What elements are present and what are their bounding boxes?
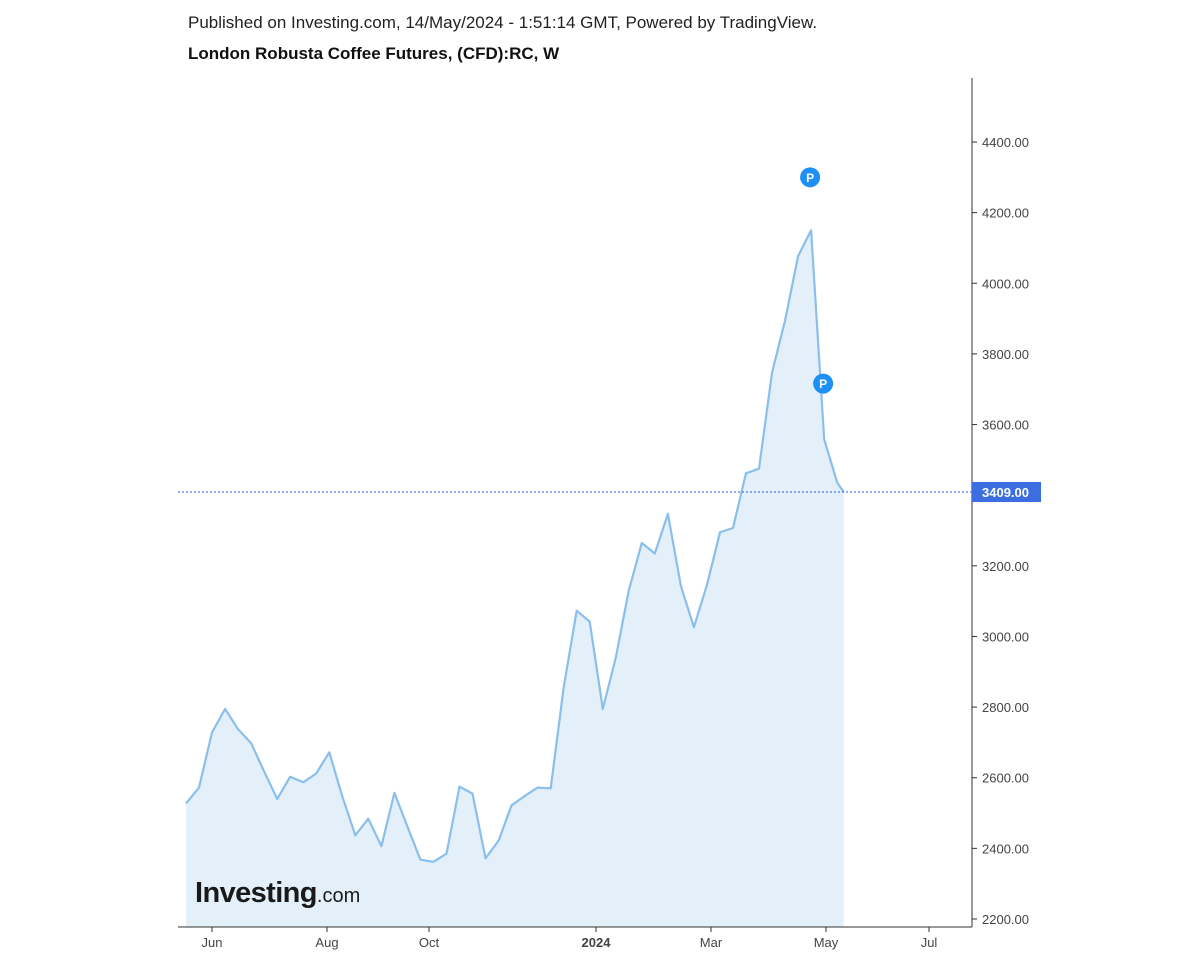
y-tick-label: 3800.00 [982,347,1029,362]
x-tick-label: Oct [419,935,440,950]
price-line-series [185,229,845,863]
x-tick-label: Mar [700,935,723,950]
x-tick-label: Aug [315,935,338,950]
p-marker-circle [813,373,834,394]
y-tick-label: 4000.00 [982,276,1029,291]
y-tick-label: 4200.00 [982,206,1029,221]
p-marker-circle [800,167,821,188]
p-marker-label: P [819,377,827,391]
area-fill [186,230,844,928]
logo-main-text: Investing [195,877,318,909]
x-tick-label: Jun [202,935,223,950]
p-marker-label: P [806,171,814,185]
y-tick-label: 2200.00 [982,912,1029,927]
published-line: Published on Investing.com, 14/May/2024 … [188,13,818,32]
chart-title: London Robusta Coffee Futures, (CFD):RC,… [188,44,560,63]
logo-suffix-text: .com [316,885,361,907]
investing-logo: Investing.com [195,877,360,910]
current-price-label: 3409.00 [982,485,1029,500]
x-tick-label: May [814,935,839,950]
y-tick-label: 2400.00 [982,841,1029,856]
y-tick-label: 2600.00 [982,771,1029,786]
y-tick-label: 2800.00 [982,700,1029,715]
y-tick-label: 3000.00 [982,629,1029,644]
y-tick-label: 4400.00 [982,135,1029,150]
current-price-label-bg [972,482,1041,503]
x-tick-label: 2024 [582,935,612,950]
x-tick-label: Jul [921,935,938,950]
y-tick-label: 3200.00 [982,559,1029,574]
y-tick-label: 3600.00 [982,418,1029,433]
